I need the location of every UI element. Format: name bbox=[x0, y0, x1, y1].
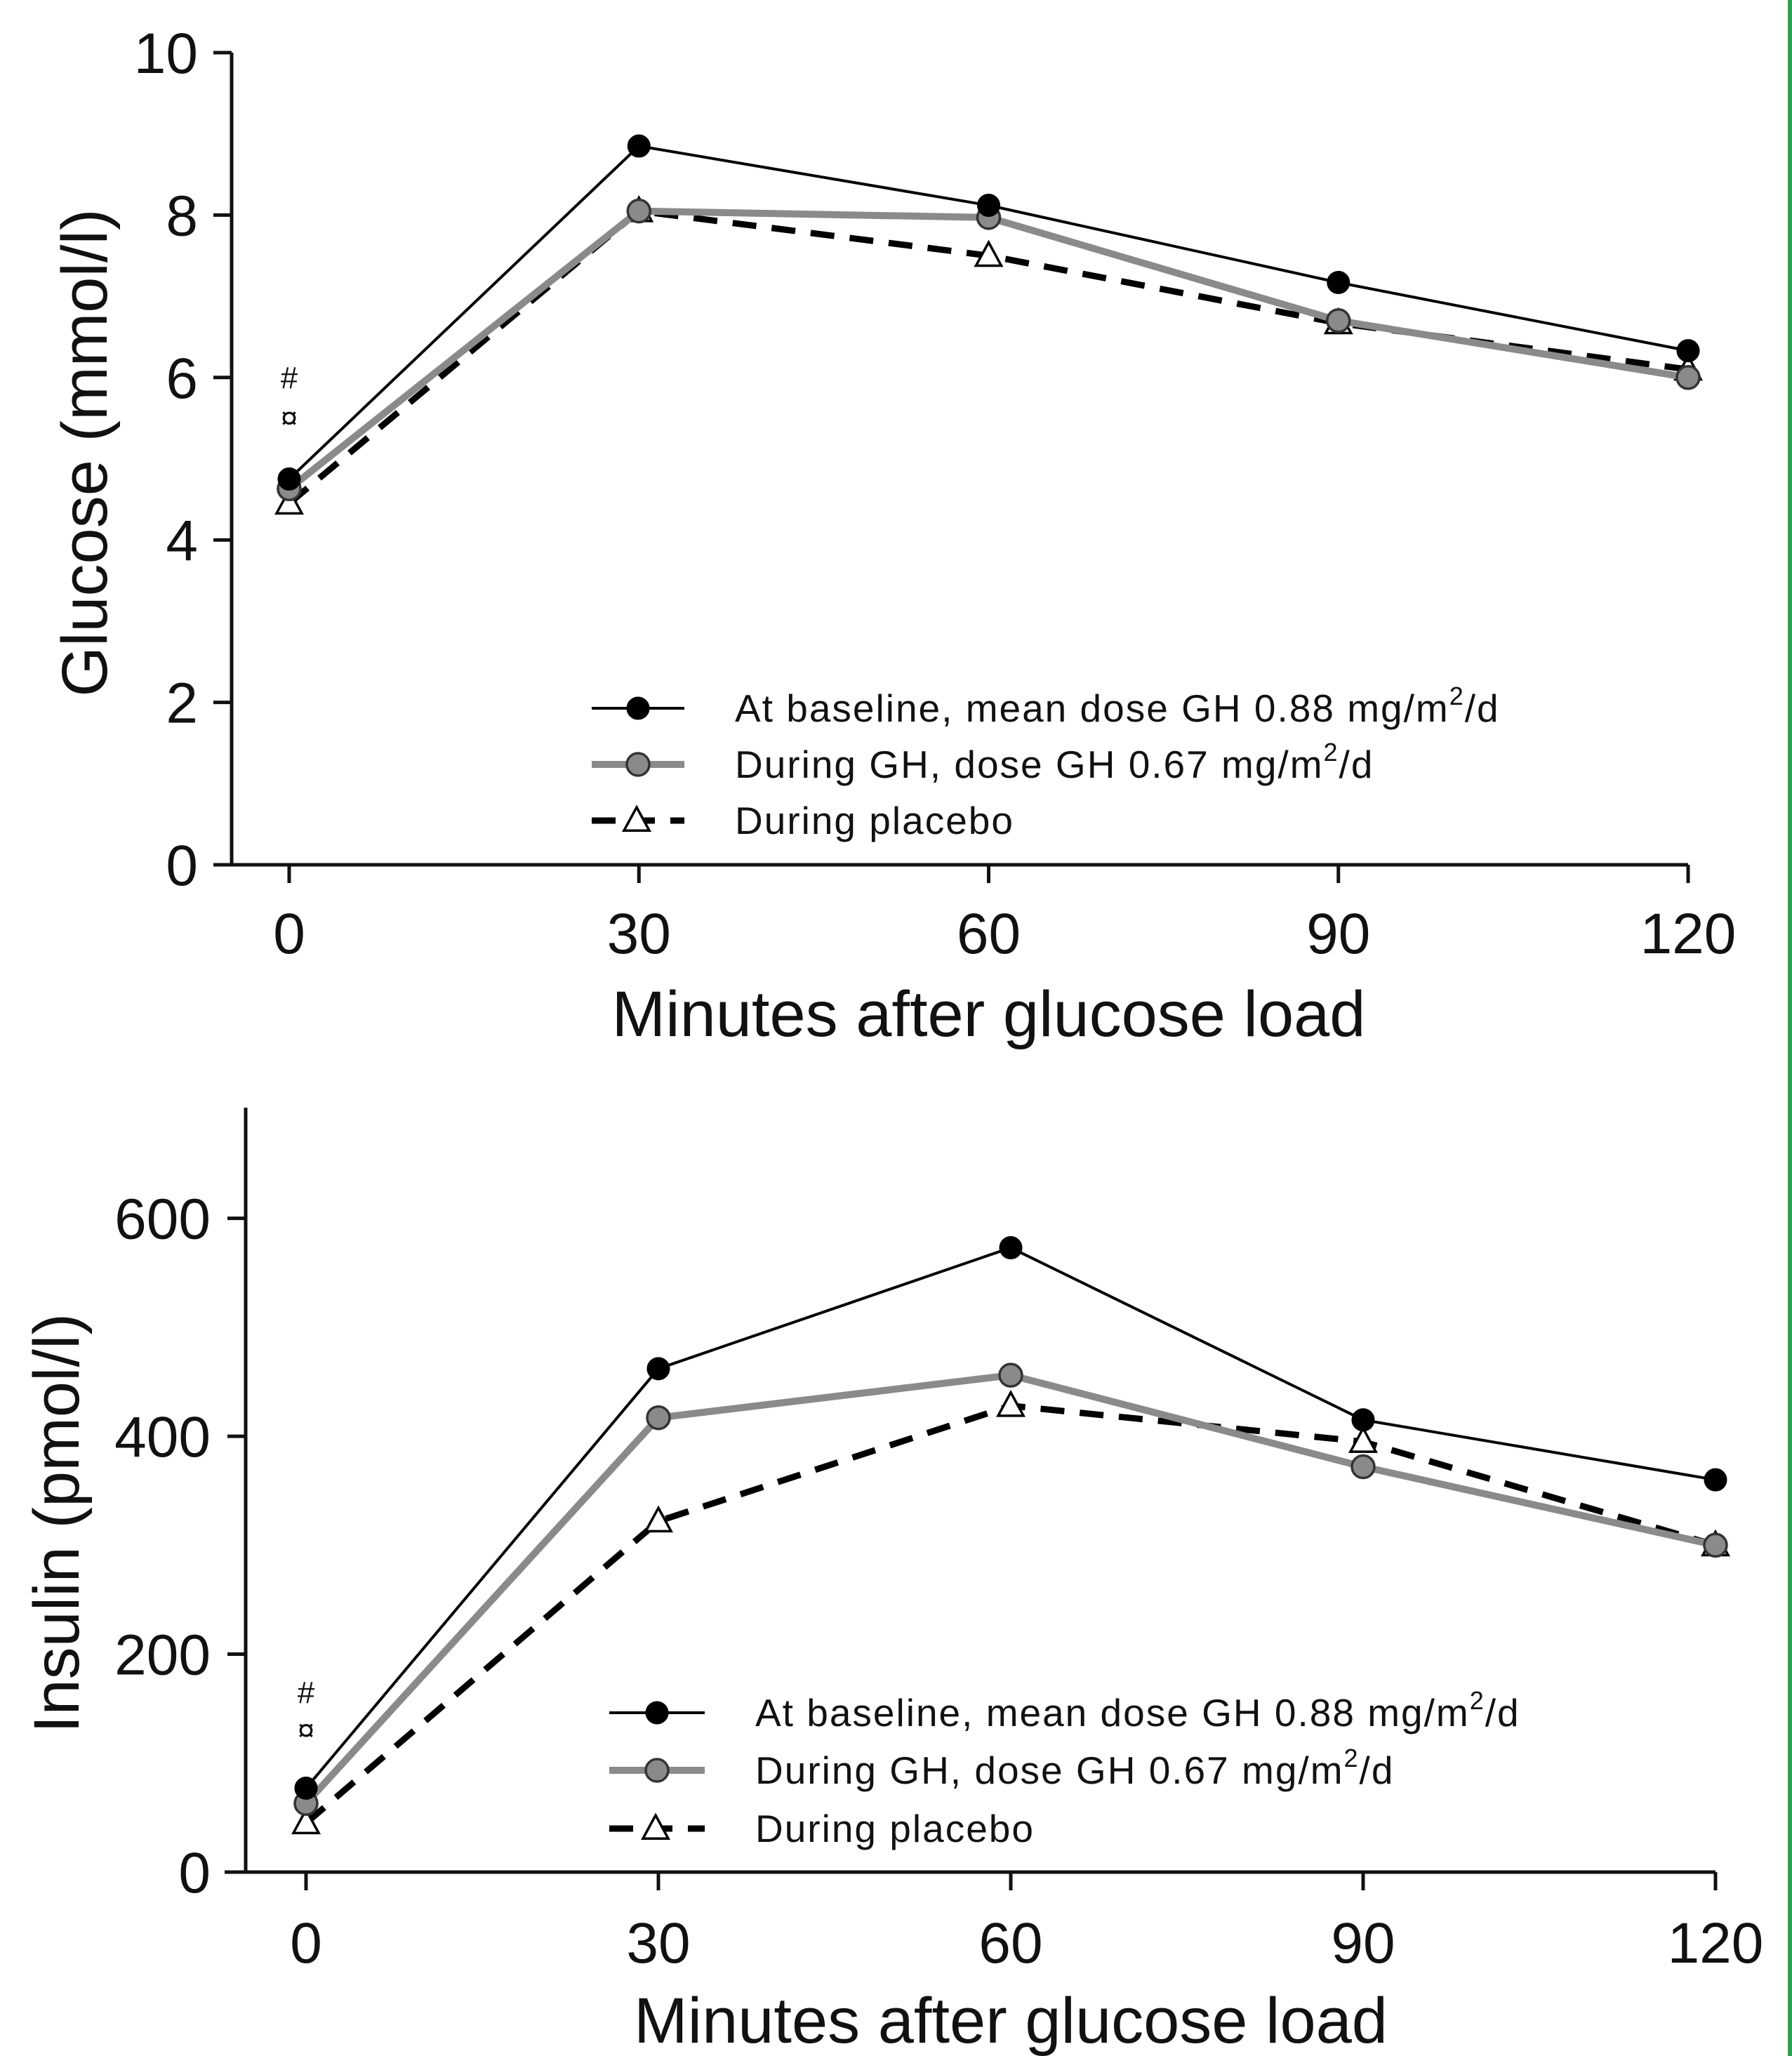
y-tick-label: 400 bbox=[114, 1405, 211, 1469]
data-point bbox=[1675, 365, 1701, 390]
y-tick-label: 600 bbox=[114, 1188, 211, 1252]
x-tick-label: 60 bbox=[957, 902, 1021, 966]
y-axis-title: Insulin (pmol/l) bbox=[21, 1313, 93, 1733]
legend-label: At baseline, mean dose GH 0.88 mg/m2/d bbox=[755, 1686, 1520, 1735]
y-tick-label: 8 bbox=[166, 184, 198, 248]
legend-marker bbox=[622, 804, 651, 832]
x-tick-label: 60 bbox=[978, 1911, 1042, 1975]
legend-label: During placebo bbox=[735, 799, 1014, 842]
significance-mark: ¤ bbox=[281, 402, 298, 436]
data-point bbox=[291, 1807, 321, 1835]
legend-item: At baseline, mean dose GH 0.88 mg/m2/d bbox=[609, 1686, 1520, 1735]
y-tick-label: 200 bbox=[114, 1624, 211, 1687]
x-tick-label: 0 bbox=[273, 902, 305, 966]
data-point bbox=[644, 1505, 673, 1533]
legend-marker bbox=[644, 1758, 670, 1783]
legend-item: During placebo bbox=[592, 799, 1014, 842]
x-tick-label: 30 bbox=[626, 1911, 690, 1975]
x-tick-label: 120 bbox=[1640, 902, 1737, 966]
data-point bbox=[626, 198, 651, 224]
legend-label: During GH, dose GH 0.67 mg/m2/d bbox=[735, 738, 1374, 786]
right-border-accent bbox=[1788, 0, 1792, 2056]
data-point bbox=[1350, 1454, 1376, 1480]
data-point bbox=[1703, 1532, 1728, 1558]
data-point bbox=[1676, 339, 1700, 363]
x-tick-label: 120 bbox=[1668, 1911, 1764, 1975]
y-tick-label: 10 bbox=[134, 22, 198, 86]
x-axis-title: Minutes after glucose load bbox=[634, 1985, 1388, 2056]
glucose-chart: 0 2 4 6 8 10 0 30 60 90 120 Minutes after glucose l… bbox=[49, 22, 1736, 1050]
legend-item: During GH, dose GH 0.67 mg/m2/d bbox=[609, 1744, 1394, 1792]
legend-marker bbox=[641, 1812, 670, 1840]
x-tick-label: 90 bbox=[1331, 1911, 1395, 1975]
x-tick-label: 0 bbox=[290, 1911, 322, 1975]
legend-item: During placebo bbox=[609, 1807, 1035, 1850]
data-point bbox=[274, 487, 304, 515]
significance-mark: # bbox=[281, 361, 298, 395]
data-point bbox=[996, 1389, 1026, 1417]
data-point bbox=[1326, 308, 1351, 333]
y-tick-label: 0 bbox=[166, 834, 198, 898]
data-point bbox=[277, 467, 301, 491]
data-point bbox=[1351, 1408, 1375, 1432]
y-tick-label: 2 bbox=[166, 672, 198, 736]
data-point bbox=[646, 1357, 670, 1381]
series-placebo bbox=[274, 194, 1703, 515]
series-baseline bbox=[277, 134, 1700, 491]
legend-marker bbox=[625, 752, 651, 777]
y-tick-label: 0 bbox=[178, 1841, 211, 1905]
data-point bbox=[294, 1776, 318, 1800]
data-point bbox=[974, 239, 1004, 267]
legend-marker bbox=[645, 1701, 669, 1725]
legend-label: At baseline, mean dose GH 0.88 mg/m2/d bbox=[735, 682, 1500, 730]
x-axis-title: Minutes after glucose load bbox=[612, 979, 1366, 1050]
y-tick-label: 6 bbox=[166, 347, 198, 411]
data-point bbox=[1348, 1426, 1378, 1453]
y-axis-title: Glucose (mmol/l) bbox=[49, 208, 121, 696]
legend-label: During GH, dose GH 0.67 mg/m2/d bbox=[755, 1744, 1394, 1792]
series-baseline bbox=[294, 1236, 1727, 1800]
legend: At baseline, mean dose GH 0.88 mg/m2/d Du… bbox=[609, 1686, 1520, 1850]
y-tick-label: 4 bbox=[166, 509, 198, 573]
significance-mark: # bbox=[298, 1676, 315, 1710]
x-tick-label: 30 bbox=[607, 902, 671, 966]
legend-item: During GH, dose GH 0.67 mg/m2/d bbox=[592, 738, 1374, 786]
legend-label: During placebo bbox=[755, 1807, 1035, 1850]
data-point bbox=[999, 1236, 1023, 1260]
data-point bbox=[1704, 1468, 1727, 1492]
legend: At baseline, mean dose GH 0.88 mg/m2/d Du… bbox=[592, 682, 1500, 842]
x-tick-label: 90 bbox=[1306, 902, 1370, 966]
insulin-chart: 0 200 400 600 0 30 60 90 120 Minutes after glucos… bbox=[21, 1108, 1763, 2056]
data-point bbox=[646, 1405, 671, 1431]
data-point bbox=[977, 194, 1000, 218]
series-line bbox=[303, 1372, 1717, 1806]
data-point bbox=[1327, 270, 1350, 294]
data-point bbox=[998, 1362, 1023, 1388]
series-gh bbox=[293, 1362, 1728, 1816]
data-point bbox=[627, 134, 651, 158]
legend-marker bbox=[626, 696, 650, 720]
legend-item: At baseline, mean dose GH 0.88 mg/m2/d bbox=[592, 682, 1500, 730]
significance-mark: ¤ bbox=[298, 1713, 314, 1748]
